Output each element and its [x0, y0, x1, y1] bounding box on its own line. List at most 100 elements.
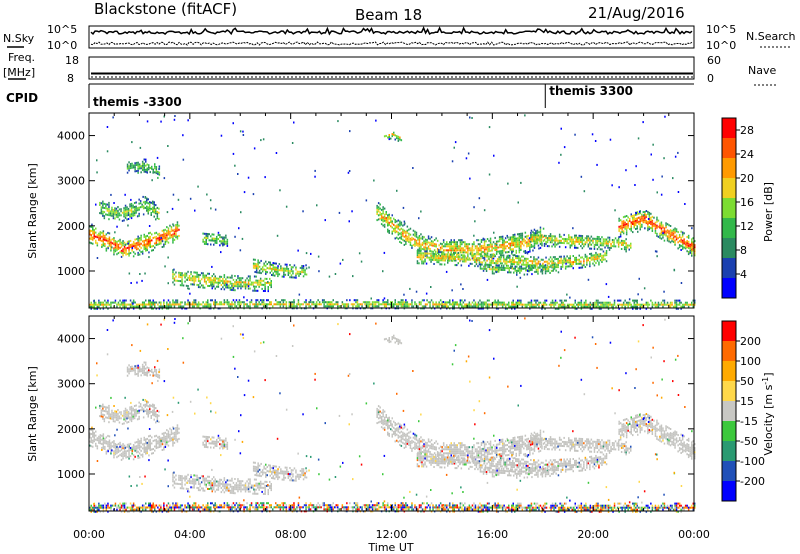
power-cell — [397, 137, 400, 140]
power-cell — [647, 229, 649, 232]
power-cell — [542, 227, 545, 230]
power-cell — [122, 250, 124, 253]
power-cell — [603, 305, 605, 308]
velocity-cell — [110, 444, 112, 447]
velocity-cell — [169, 439, 171, 442]
power-cell — [423, 246, 425, 249]
velocity-cell — [117, 409, 119, 411]
power-cell — [356, 299, 359, 302]
power-cell — [453, 247, 455, 250]
power-cell — [160, 305, 162, 308]
power-cell — [102, 301, 105, 304]
power-cell — [580, 307, 583, 310]
power-cell — [134, 246, 136, 249]
power-cell — [499, 260, 502, 263]
power-cell — [471, 253, 474, 256]
power-cell — [356, 303, 359, 306]
power-cell — [132, 307, 135, 310]
power-cell — [577, 236, 579, 239]
power-cell — [415, 303, 418, 306]
power-cell — [383, 305, 386, 308]
power-cell — [512, 240, 514, 243]
power-cell — [193, 283, 195, 286]
power-cell — [216, 277, 218, 280]
power-cell — [424, 303, 427, 306]
power-cell — [453, 239, 455, 242]
power-cell — [409, 287, 411, 290]
power-cell — [544, 268, 547, 271]
power-cell — [525, 263, 528, 266]
power-cell — [595, 299, 598, 302]
velocity-cell — [172, 440, 174, 443]
power-cell — [604, 305, 607, 308]
power-cell — [683, 305, 685, 308]
power-cell — [453, 259, 455, 262]
power-cell — [651, 215, 654, 218]
power-cell — [533, 260, 535, 263]
power-cell — [92, 236, 94, 239]
velocity-cell — [155, 415, 157, 418]
power-cell — [275, 270, 277, 273]
power-cell — [138, 303, 141, 306]
power-cell — [633, 301, 635, 304]
power-cell — [145, 170, 147, 173]
power-cell — [428, 252, 431, 255]
power-cell — [314, 303, 316, 306]
power-cell — [597, 303, 599, 306]
power-cell — [163, 233, 165, 236]
power-cell — [439, 254, 442, 257]
power-cell — [105, 305, 108, 308]
power-cell — [397, 139, 400, 142]
velocity-cell — [140, 445, 142, 448]
power-cell — [279, 301, 282, 304]
power-cell — [518, 247, 521, 250]
power-cell — [546, 264, 549, 267]
power-cell — [193, 305, 195, 308]
power-cell — [234, 235, 236, 238]
power-cell — [551, 262, 553, 265]
power-cell — [98, 238, 100, 241]
power-cell — [156, 206, 159, 209]
power-cell — [269, 265, 271, 268]
power-cell — [504, 247, 507, 250]
power-cell — [533, 303, 536, 306]
velocity-cell — [137, 438, 139, 441]
velocity-cell — [176, 438, 179, 441]
power-cell — [456, 249, 458, 252]
power-cell — [443, 255, 446, 258]
power-cell — [99, 231, 102, 234]
power-cell — [129, 244, 132, 246]
power-cell — [89, 305, 91, 308]
power-cell — [520, 240, 522, 243]
velocity-cell — [166, 439, 168, 442]
power-cell — [624, 305, 626, 308]
power-cell — [558, 161, 560, 164]
power-cell — [502, 254, 505, 257]
power-cell — [426, 243, 428, 246]
power-cell — [202, 276, 204, 279]
power-cell — [519, 257, 522, 260]
power-cell — [439, 251, 441, 254]
power-cell — [258, 283, 260, 286]
power-cell — [176, 279, 179, 282]
power-cell — [575, 258, 577, 261]
power-cell — [586, 241, 588, 244]
velocity-cell — [178, 431, 180, 434]
power-cell — [376, 206, 378, 209]
power-cell — [290, 274, 293, 277]
power-cell — [520, 247, 522, 249]
power-cell — [692, 247, 694, 250]
power-cell — [134, 164, 136, 167]
power-cell — [385, 301, 387, 304]
power-cell — [621, 222, 623, 225]
power-cell — [137, 235, 139, 238]
power-cell — [551, 299, 554, 302]
power-cell — [557, 242, 559, 245]
power-cell — [544, 299, 546, 302]
velocity-cell — [103, 420, 106, 423]
power-cell — [501, 254, 503, 257]
power-cell — [589, 307, 592, 310]
power-cell — [151, 167, 153, 170]
power-cell — [110, 247, 112, 250]
velocity-cell — [98, 437, 100, 440]
